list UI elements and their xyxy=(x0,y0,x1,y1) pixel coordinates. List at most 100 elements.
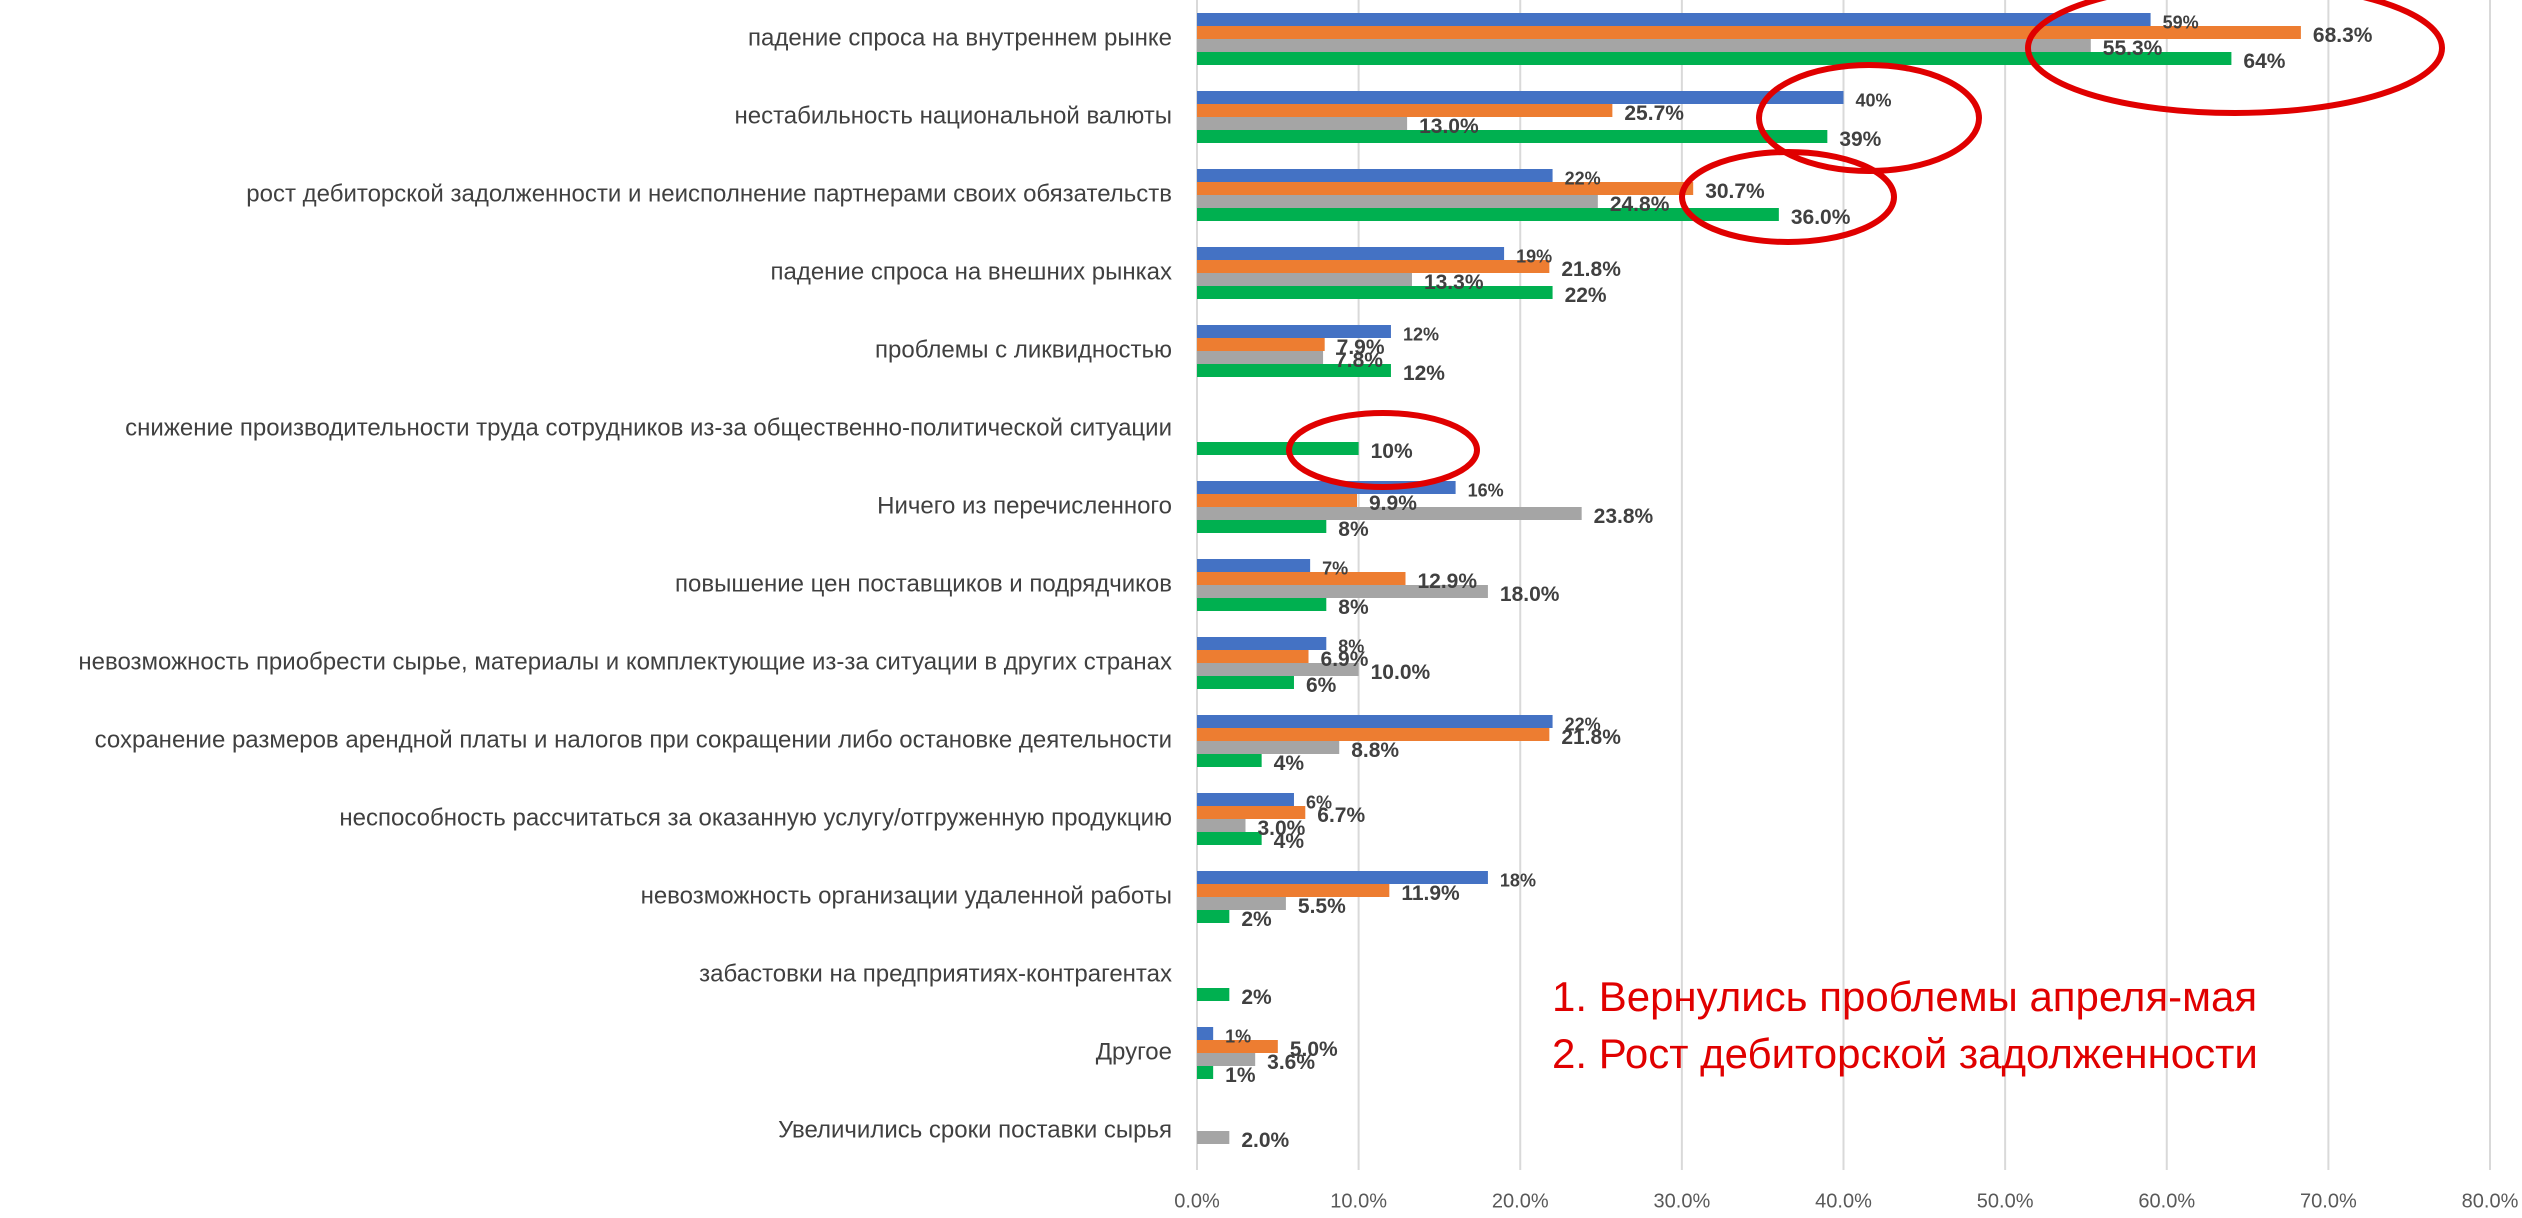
bar xyxy=(1197,338,1325,351)
value-label: 8% xyxy=(1338,596,1369,619)
category-label: Другое xyxy=(1096,1038,1172,1065)
value-label: 18.0% xyxy=(1500,583,1560,606)
value-label: 12% xyxy=(1403,362,1445,385)
value-label: 64% xyxy=(2243,50,2285,73)
bar xyxy=(1197,637,1327,650)
value-label: 24.8% xyxy=(1610,193,1670,216)
value-label: 40% xyxy=(1856,90,1892,110)
value-label: 11.9% xyxy=(1401,882,1460,905)
bar xyxy=(1197,754,1262,767)
ellipse xyxy=(1756,62,1982,174)
x-tick-label: 0.0% xyxy=(1174,1190,1220,1212)
value-label: 23.8% xyxy=(1594,505,1654,528)
bar xyxy=(1197,741,1340,754)
ellipse xyxy=(1286,410,1480,490)
bar xyxy=(1197,559,1311,572)
category-label: падение спроса на внешних рынках xyxy=(770,258,1172,285)
value-label: 3.6% xyxy=(1267,1051,1315,1074)
category-label: рост дебиторской задолженности и неиспол… xyxy=(246,180,1172,207)
category-label: Ничего из перечисленного xyxy=(877,492,1172,519)
bar xyxy=(1197,26,2301,39)
bar xyxy=(1197,260,1550,273)
bar xyxy=(1197,520,1327,533)
bar xyxy=(1197,1066,1214,1079)
bar xyxy=(1197,1027,1214,1040)
bar xyxy=(1197,507,1582,520)
category-label: падение спроса на внутреннем рынке xyxy=(748,24,1172,51)
value-label: 10% xyxy=(1371,440,1413,463)
bar xyxy=(1197,988,1230,1001)
bar xyxy=(1197,1040,1278,1053)
value-label: 59% xyxy=(2163,12,2199,32)
x-tick-label: 50.0% xyxy=(1977,1190,2034,1212)
value-label: 12.9% xyxy=(1417,570,1477,593)
category-label: забастовки на предприятиях-контрагентах xyxy=(699,960,1172,987)
category-label: повышение цен поставщиков и подрядчиков xyxy=(675,570,1172,597)
value-label: 55.3% xyxy=(2103,37,2163,60)
highlight-ellipses xyxy=(1286,0,2445,490)
category-label: Увеличились сроки поставки сырья xyxy=(778,1116,1172,1143)
x-tick-label: 30.0% xyxy=(1654,1190,1711,1212)
bar xyxy=(1197,1131,1230,1144)
value-label: 2% xyxy=(1241,908,1272,931)
value-label: 16% xyxy=(1468,480,1504,500)
bar xyxy=(1197,273,1412,286)
bar xyxy=(1197,598,1327,611)
value-label: 8.8% xyxy=(1351,739,1399,762)
value-label: 6% xyxy=(1306,792,1332,812)
bar xyxy=(1197,494,1358,507)
bar xyxy=(1197,130,1828,143)
bar xyxy=(1197,247,1505,260)
value-label: 12% xyxy=(1403,324,1439,344)
value-label: 7.9% xyxy=(1337,336,1385,359)
category-label: нестабильность национальной валюты xyxy=(734,102,1172,129)
ellipse xyxy=(2025,0,2445,116)
bar xyxy=(1197,819,1246,832)
value-label: 22% xyxy=(1565,714,1601,734)
bar xyxy=(1197,351,1324,364)
bar xyxy=(1197,897,1286,910)
bar xyxy=(1197,585,1488,598)
bar xyxy=(1197,169,1553,182)
bar xyxy=(1197,806,1306,819)
bar xyxy=(1197,117,1408,130)
value-label: 36.0% xyxy=(1791,206,1851,229)
value-label: 18% xyxy=(1500,870,1536,890)
ellipse xyxy=(1679,149,1897,245)
category-label: снижение производительности труда сотруд… xyxy=(125,414,1172,441)
bar xyxy=(1197,39,2091,52)
category-label: невозможность организации удаленной рабо… xyxy=(641,882,1172,909)
bar xyxy=(1197,728,1550,741)
bar xyxy=(1197,572,1406,585)
x-tick-label: 60.0% xyxy=(2138,1190,2195,1212)
value-label: 5.0% xyxy=(1290,1038,1338,1061)
bar xyxy=(1197,182,1694,195)
bar xyxy=(1197,663,1359,676)
value-label: 25.7% xyxy=(1624,102,1684,125)
bar xyxy=(1197,793,1294,806)
x-tick-label: 10.0% xyxy=(1330,1190,1387,1212)
value-label: 9.9% xyxy=(1369,492,1417,515)
value-label: 6.9% xyxy=(1321,648,1369,671)
value-label: 21.8% xyxy=(1561,726,1621,749)
bar xyxy=(1197,676,1294,689)
value-label: 3.0% xyxy=(1257,817,1305,840)
bar xyxy=(1197,884,1390,897)
bar xyxy=(1197,195,1598,208)
bar xyxy=(1197,104,1613,117)
bar xyxy=(1197,91,1844,104)
category-label: проблемы с ликвидностью xyxy=(875,336,1172,363)
value-label: 30.7% xyxy=(1705,180,1765,203)
bar xyxy=(1197,871,1488,884)
value-label: 39% xyxy=(1839,128,1881,151)
bar xyxy=(1197,364,1391,377)
value-label: 10.0% xyxy=(1371,661,1431,684)
bar xyxy=(1197,52,2232,65)
value-label: 22% xyxy=(1565,284,1607,307)
labels: 0.0% 10.0% 20.0% 30.0% 40.0% 50.0% 60.0% 70.0% 8… xyxy=(78,12,2518,1212)
category-label: сохранение размеров арендной платы и нал… xyxy=(95,726,1172,753)
x-tick-label: 80.0% xyxy=(2462,1190,2519,1212)
bar xyxy=(1197,286,1553,299)
bar xyxy=(1197,13,2151,26)
